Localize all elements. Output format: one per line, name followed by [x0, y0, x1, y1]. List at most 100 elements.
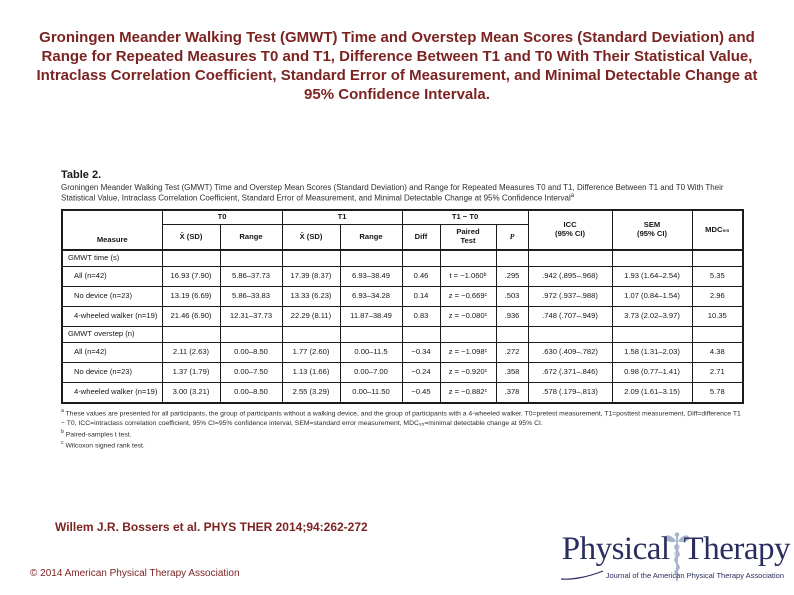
empty-cell	[439, 248, 497, 267]
empty-cell	[339, 325, 403, 343]
col-header-diff: Diff	[401, 224, 441, 251]
logo-wordmark: Physical Therapy	[561, 531, 791, 567]
copyright-notice: © 2014 American Physical Therapy Associa…	[30, 568, 240, 579]
empty-cell	[611, 325, 693, 343]
data-cell: .942 (.895–.968)	[527, 265, 613, 287]
logo-tagline: Journal of the American Physical Therapy…	[560, 570, 784, 580]
col-header-mdc95: MDC₉₅	[691, 209, 744, 251]
data-cell: z = −0.669ᶜ	[439, 285, 497, 307]
data-cell: .358	[495, 361, 529, 383]
col-header-mean-sd-t1: X̄ (SD)	[281, 224, 341, 251]
table-caption: Groningen Meander Walking Test (GMWT) Ti…	[61, 183, 742, 204]
data-cell: 0.00–7.50	[219, 361, 283, 383]
col-header-mean-sd-t0: X̄ (SD)	[161, 224, 221, 251]
col-header-icc: ICC (95% CI)	[527, 209, 613, 251]
data-cell: 5.35	[691, 265, 744, 287]
col-header-measure: Measure	[61, 209, 163, 251]
table-caption-marker: a	[570, 193, 575, 200]
data-cell: 2.09 (1.61–3.15)	[611, 381, 693, 404]
table-caption-text: Groningen Meander Walking Test (GMWT) Ti…	[61, 183, 724, 204]
journal-logo: Physical Therapy Journal of the American…	[538, 531, 791, 591]
section-row: GMWT time (s)	[61, 248, 744, 267]
empty-cell	[495, 248, 529, 267]
section-label: GMWT overstep (n)	[61, 325, 163, 343]
data-cell: t = −1.060ᵇ	[439, 265, 497, 287]
data-cell: z = −0.920ᶜ	[439, 361, 497, 383]
col-header-range-t1: Range	[339, 224, 403, 251]
data-cell: .295	[495, 265, 529, 287]
slide-title: Groningen Meander Walking Test (GMWT) Ti…	[36, 29, 758, 103]
empty-cell	[691, 248, 744, 267]
caduceus-icon	[664, 532, 690, 582]
table-footnotes: a These values are presented for all par…	[61, 408, 742, 451]
data-cell: 2.55 (3.29)	[281, 381, 341, 404]
data-cell: 0.14	[401, 285, 441, 307]
logo-word-therapy: Therapy	[683, 531, 791, 567]
data-cell: 0.00–11.50	[339, 381, 403, 404]
data-cell: 6.93–34.28	[339, 285, 403, 307]
empty-cell	[527, 248, 613, 267]
data-cell: 0.98 (0.77–1.41)	[611, 361, 693, 383]
data-cell: 16.93 (7.90)	[161, 265, 221, 287]
footnote: a These values are presented for all par…	[61, 407, 741, 427]
col-header-sem: SEM (95% CI)	[611, 209, 693, 251]
col-header-p: P	[495, 224, 529, 251]
data-cell: 1.77 (2.60)	[281, 341, 341, 363]
sem-line2: (95% CI)	[637, 229, 668, 239]
data-cell: .272	[495, 341, 529, 363]
data-cell: 2.96	[691, 285, 744, 307]
data-cell: 2.71	[691, 361, 744, 383]
empty-cell	[401, 248, 441, 267]
logo-tagline-text: Journal of the American Physical Therapy…	[605, 571, 784, 580]
empty-cell	[339, 248, 403, 267]
empty-cell	[219, 248, 283, 267]
data-cell: 6.93–38.49	[339, 265, 403, 287]
icc-line1: ICC	[563, 220, 577, 230]
empty-cell	[691, 325, 744, 343]
data-row: 4-wheeled walker (n=19) 3.00 (3.21) 0.00–8…	[61, 381, 744, 404]
measure-cell: 4-wheeled walker (n=19)	[61, 305, 163, 327]
data-cell: 0.46	[401, 265, 441, 287]
data-cell: .972 (.937–.988)	[527, 285, 613, 307]
data-cell: 0.00–8.50	[219, 381, 283, 404]
empty-cell	[611, 248, 693, 267]
data-cell: 3.73 (2.02–3.97)	[611, 305, 693, 327]
data-row: All (n=42) 2.11 (2.63) 0.00–8.50 1.77 (2.60…	[61, 341, 744, 363]
data-cell: 1.37 (1.79)	[161, 361, 221, 383]
data-cell: 3.00 (3.21)	[161, 381, 221, 404]
group-header-t1-minus-t0: T1 − T0	[401, 209, 529, 226]
group-header-t0: T0	[161, 209, 283, 226]
table-label: Table 2.	[61, 169, 102, 181]
empty-cell	[401, 325, 441, 343]
data-cell: .378	[495, 381, 529, 404]
data-cell: 17.39 (8.37)	[281, 265, 341, 287]
data-cell: 13.19 (6.69)	[161, 285, 221, 307]
data-row: No device (n=23) 1.37 (1.79) 0.00–7.50 1.13…	[61, 361, 744, 383]
data-cell: 2.11 (2.63)	[161, 341, 221, 363]
data-cell: −0.24	[401, 361, 441, 383]
footnote: b Paired-samples t test.	[61, 428, 132, 438]
empty-cell	[281, 325, 341, 343]
measure-cell: All (n=42)	[61, 265, 163, 287]
data-cell: 1.13 (1.66)	[281, 361, 341, 383]
data-cell: 11.87–38.49	[339, 305, 403, 327]
data-row: All (n=42) 16.93 (7.90) 5.86–37.73 17.39 (8…	[61, 265, 744, 287]
data-cell: z = −0.080ᶜ	[439, 305, 497, 327]
gmwt-table: Measure T0 T1 T1 − T0 ICC (95% CI) SEM (95…	[61, 209, 745, 404]
empty-cell	[281, 248, 341, 267]
data-cell: .578 (.179–.813)	[527, 381, 613, 404]
data-cell: 5.86–33.83	[219, 285, 283, 307]
empty-cell	[439, 325, 497, 343]
data-cell: 0.00–7.00	[339, 361, 403, 383]
footnote: c Wilcoxon signed rank test.	[61, 439, 145, 449]
group-header-t1: T1	[281, 209, 403, 226]
section-row: GMWT overstep (n)	[61, 325, 744, 343]
data-cell: 21.46 (6.90)	[161, 305, 221, 327]
logo-word-physical: Physical	[561, 531, 670, 567]
data-cell: 4.38	[691, 341, 744, 363]
data-cell: .503	[495, 285, 529, 307]
data-cell: 13.33 (6.23)	[281, 285, 341, 307]
table-body: GMWT time (s) All (n=42) 16.93 (7.90) 5.86–…	[61, 248, 744, 404]
data-cell: .630 (.409–.782)	[527, 341, 613, 363]
table-figure: Table 2. Groningen Meander Walking Test …	[61, 169, 745, 451]
